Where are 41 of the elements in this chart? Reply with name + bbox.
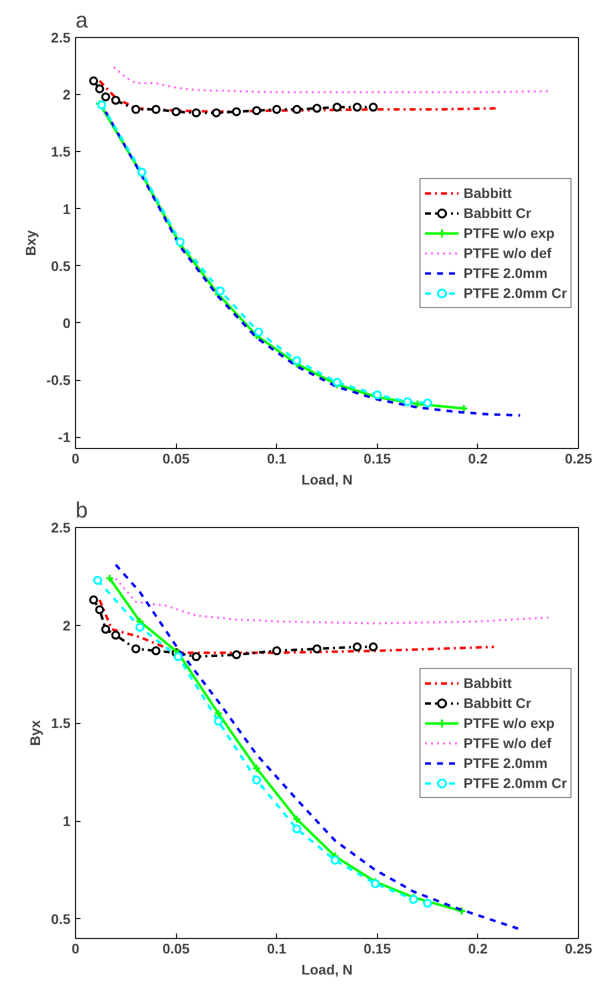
y-axis-title: Bxy bbox=[22, 230, 38, 256]
x-axis-title: Load, N bbox=[301, 472, 353, 488]
chart-title: a bbox=[76, 8, 88, 32]
y-tick-label: 2 bbox=[62, 617, 71, 634]
legend-label: Babbitt bbox=[464, 184, 512, 200]
x-tick-label: 0.2 bbox=[468, 450, 488, 466]
x-tick-label: 0.05 bbox=[162, 450, 190, 466]
x-tick-label: 0.15 bbox=[364, 450, 392, 466]
y-tick-label: 0.5 bbox=[51, 910, 71, 927]
y-tick-label: 2 bbox=[62, 86, 71, 103]
legend-label: PTFE w/o def bbox=[464, 734, 552, 750]
y-tick-label: 1.5 bbox=[51, 144, 71, 160]
legend-label: PTFE 2.0mm Cr bbox=[464, 774, 567, 790]
legend-label: Babbitt Cr bbox=[464, 204, 532, 220]
legend-label: PTFE w/o exp bbox=[464, 224, 555, 240]
y-tick-label: 0 bbox=[62, 314, 71, 331]
x-tick-label: 0.15 bbox=[364, 940, 392, 956]
legend-label: PTFE w/o exp bbox=[464, 714, 555, 730]
legend-label: PTFE 2.0mm Cr bbox=[464, 284, 567, 300]
y-axis-title: Byx bbox=[27, 720, 44, 746]
x-tick-label: 0.25 bbox=[564, 450, 592, 466]
legend-label: Babbitt Cr bbox=[464, 694, 532, 710]
y-tick-label: 1 bbox=[62, 200, 71, 217]
x-tick-label: 0.25 bbox=[564, 940, 592, 956]
legend-label: PTFE 2.0mm bbox=[464, 264, 548, 280]
y-tick-label: -0.5 bbox=[46, 372, 71, 388]
x-axis-title: Load, N bbox=[301, 962, 353, 978]
y-tick-label: 1.5 bbox=[51, 715, 71, 732]
y-tick-label: -1 bbox=[58, 429, 71, 446]
y-tick-label: 2.5 bbox=[51, 30, 71, 46]
x-tick-label: 0.1 bbox=[266, 940, 287, 956]
y-tick-label: 2.5 bbox=[51, 520, 71, 536]
legend-label: PTFE 2.0mm bbox=[464, 754, 548, 770]
chart-title: b bbox=[76, 498, 88, 522]
legend-label: PTFE w/o def bbox=[464, 244, 552, 260]
y-tick-label: 0.5 bbox=[51, 258, 71, 274]
x-tick-label: 0.05 bbox=[162, 940, 190, 956]
y-tick-label: 1 bbox=[62, 813, 71, 830]
x-tick-label: 0.1 bbox=[266, 450, 287, 466]
x-tick-label: 0.2 bbox=[468, 940, 488, 956]
legend-label: Babbitt bbox=[464, 674, 512, 690]
